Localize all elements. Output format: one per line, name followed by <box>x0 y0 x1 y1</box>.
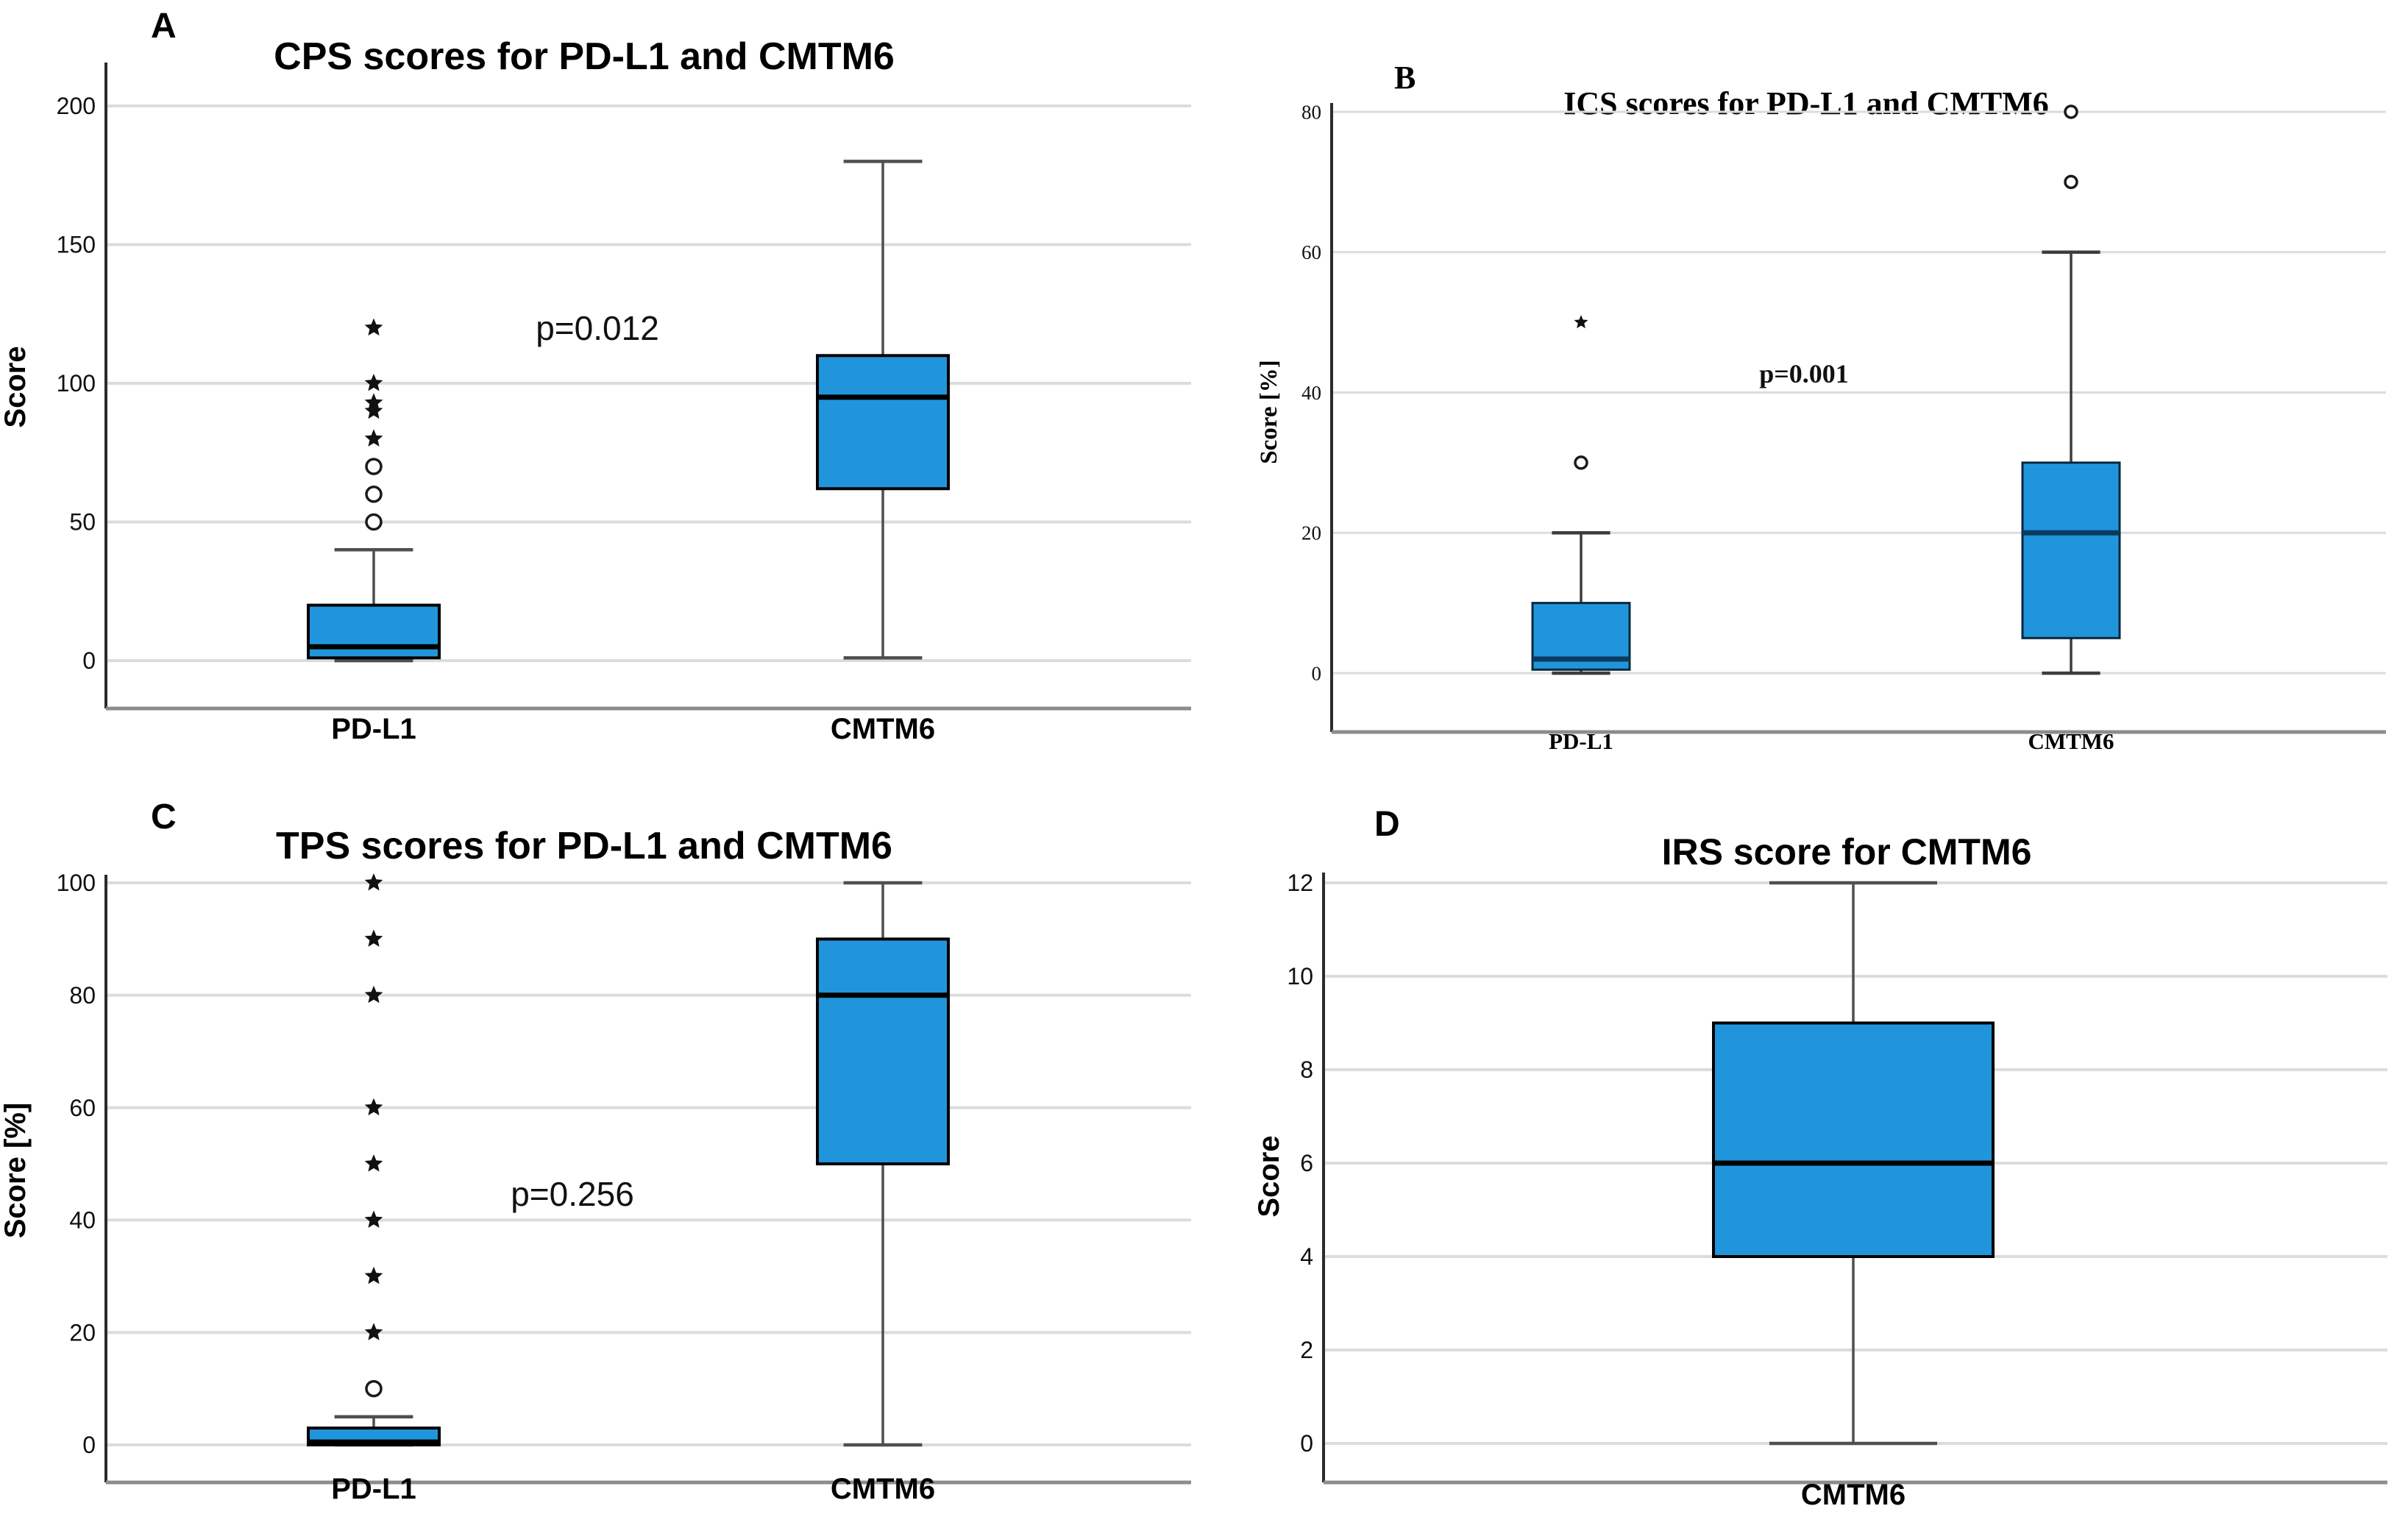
box-CMTM6 <box>816 937 950 1165</box>
boxplot-chart-b: 0 20 40 60 80 Score [%] PD-L1 CMTM6 p=0.001 <box>1256 101 2386 754</box>
y-tick-label: 12 <box>1287 870 1313 896</box>
panel-letter-b: B <box>1394 60 1416 96</box>
panel-d: D IRS score for CMTM6 0 2 4 6 8 10 12 Score CMTM… <box>1207 758 2408 1517</box>
y-tick-label: 10 <box>1287 963 1313 990</box>
x-category-label: PD-L1 <box>331 1473 416 1505</box>
x-category-label: CMTM6 <box>2028 728 2114 754</box>
panel-letter-d: D <box>1374 805 1400 844</box>
y-tick-label: 2 <box>1300 1337 1313 1363</box>
outlier-circle <box>365 486 383 503</box>
outlier-star <box>364 401 383 419</box>
x-category-label: CMTM6 <box>831 713 935 745</box>
outlier-star <box>364 1210 383 1228</box>
outlier-circle <box>2064 174 2078 190</box>
y-tick-label: 60 <box>69 1095 96 1121</box>
y-tick-label: 100 <box>57 370 96 397</box>
chart-title-c: TPS scores for PD-L1 and CMTM6 <box>276 825 892 868</box>
box-PD-L1 <box>307 603 441 660</box>
chart-title-b: ICS scores for PD-L1 and CMTM6 <box>1563 85 2049 121</box>
y-tick-label: 20 <box>1301 522 1321 544</box>
panel-a: A CPS scores for PD-L1 and CMTM6 0 50 100 1… <box>0 0 1207 758</box>
outlier-star <box>364 374 383 391</box>
outlier-star <box>364 429 383 447</box>
y-tick-label: 60 <box>1301 241 1321 263</box>
panel-letter-c: C <box>151 797 177 836</box>
y-tick-label: 100 <box>57 870 96 896</box>
y-tick-label: 0 <box>1312 662 1322 684</box>
outlier-star <box>364 1154 383 1172</box>
x-category-label: CMTM6 <box>1801 1479 1906 1511</box>
outlier-star <box>364 1323 383 1340</box>
x-category-label: CMTM6 <box>831 1473 935 1505</box>
box-CMTM6 <box>2021 461 2121 639</box>
y-tick-label: 40 <box>69 1207 96 1234</box>
y-tick-label: 200 <box>57 93 96 119</box>
outlier-star <box>364 393 383 411</box>
outlier-star <box>364 1266 383 1285</box>
y-tick-label: 40 <box>1301 382 1321 404</box>
box-CMTM6 <box>1712 1021 1995 1258</box>
p-value-label: p=0.012 <box>536 309 659 347</box>
chart-title-a: CPS scores for PD-L1 and CMTM6 <box>274 35 895 79</box>
boxplot-chart-a: 0 50 100 150 200 Score PD-L1 CMTM6 p=0.012 <box>0 63 1191 745</box>
y-tick-label: 0 <box>82 1432 96 1458</box>
outlier-circle <box>2064 104 2078 119</box>
panel-b: B ICS scores for PD-L1 and CMTM6 0 20 40 60… <box>1207 0 2408 758</box>
outlier-circle <box>365 458 383 475</box>
y-tick-label: 0 <box>82 647 96 674</box>
x-category-label: PD-L1 <box>1549 728 1613 754</box>
boxplot-chart-c: 0 20 40 60 80 100 Score [%] PD-L1 CMTM6 p=0.256 <box>0 870 1191 1505</box>
y-tick-label: 0 <box>1300 1430 1313 1457</box>
y-tick-label: 4 <box>1300 1243 1313 1270</box>
p-value-label: p=0.001 <box>1759 359 1849 388</box>
outlier-star <box>364 985 383 1003</box>
boxplot-chart-d: 0 2 4 6 8 10 12 Score CMTM6 <box>1253 870 2387 1511</box>
outlier-star <box>1574 315 1588 329</box>
y-tick-label: 80 <box>69 982 96 1009</box>
outlier-star <box>364 318 383 336</box>
outlier-circle <box>1574 455 1588 470</box>
box-CMTM6 <box>816 354 950 491</box>
panel-c: C TPS scores for PD-L1 and CMTM6 0 20 40 60… <box>0 758 1207 1517</box>
outlier-circle <box>365 513 383 531</box>
outlier-circle <box>365 1379 383 1398</box>
outlier-star <box>364 1098 383 1116</box>
y-tick-label: 8 <box>1300 1056 1313 1083</box>
p-value-label: p=0.256 <box>511 1175 634 1213</box>
y-tick-label: 150 <box>57 232 96 258</box>
y-axis-title: Score [%] <box>1256 360 1282 463</box>
y-axis-title: Score [%] <box>0 1103 32 1239</box>
x-category-label: PD-L1 <box>331 713 416 745</box>
y-tick-label: 50 <box>69 509 96 536</box>
y-tick-label: 20 <box>69 1319 96 1346</box>
outlier-star <box>364 929 383 947</box>
y-tick-label: 6 <box>1300 1150 1313 1176</box>
y-axis-title: Score <box>1253 1135 1285 1217</box>
y-axis-title: Score <box>0 346 32 427</box>
y-tick-label: 80 <box>1301 101 1321 123</box>
outlier-star <box>364 873 383 891</box>
chart-title-d: IRS score for CMTM6 <box>1661 831 2032 873</box>
panel-letter-a: A <box>151 7 177 46</box>
